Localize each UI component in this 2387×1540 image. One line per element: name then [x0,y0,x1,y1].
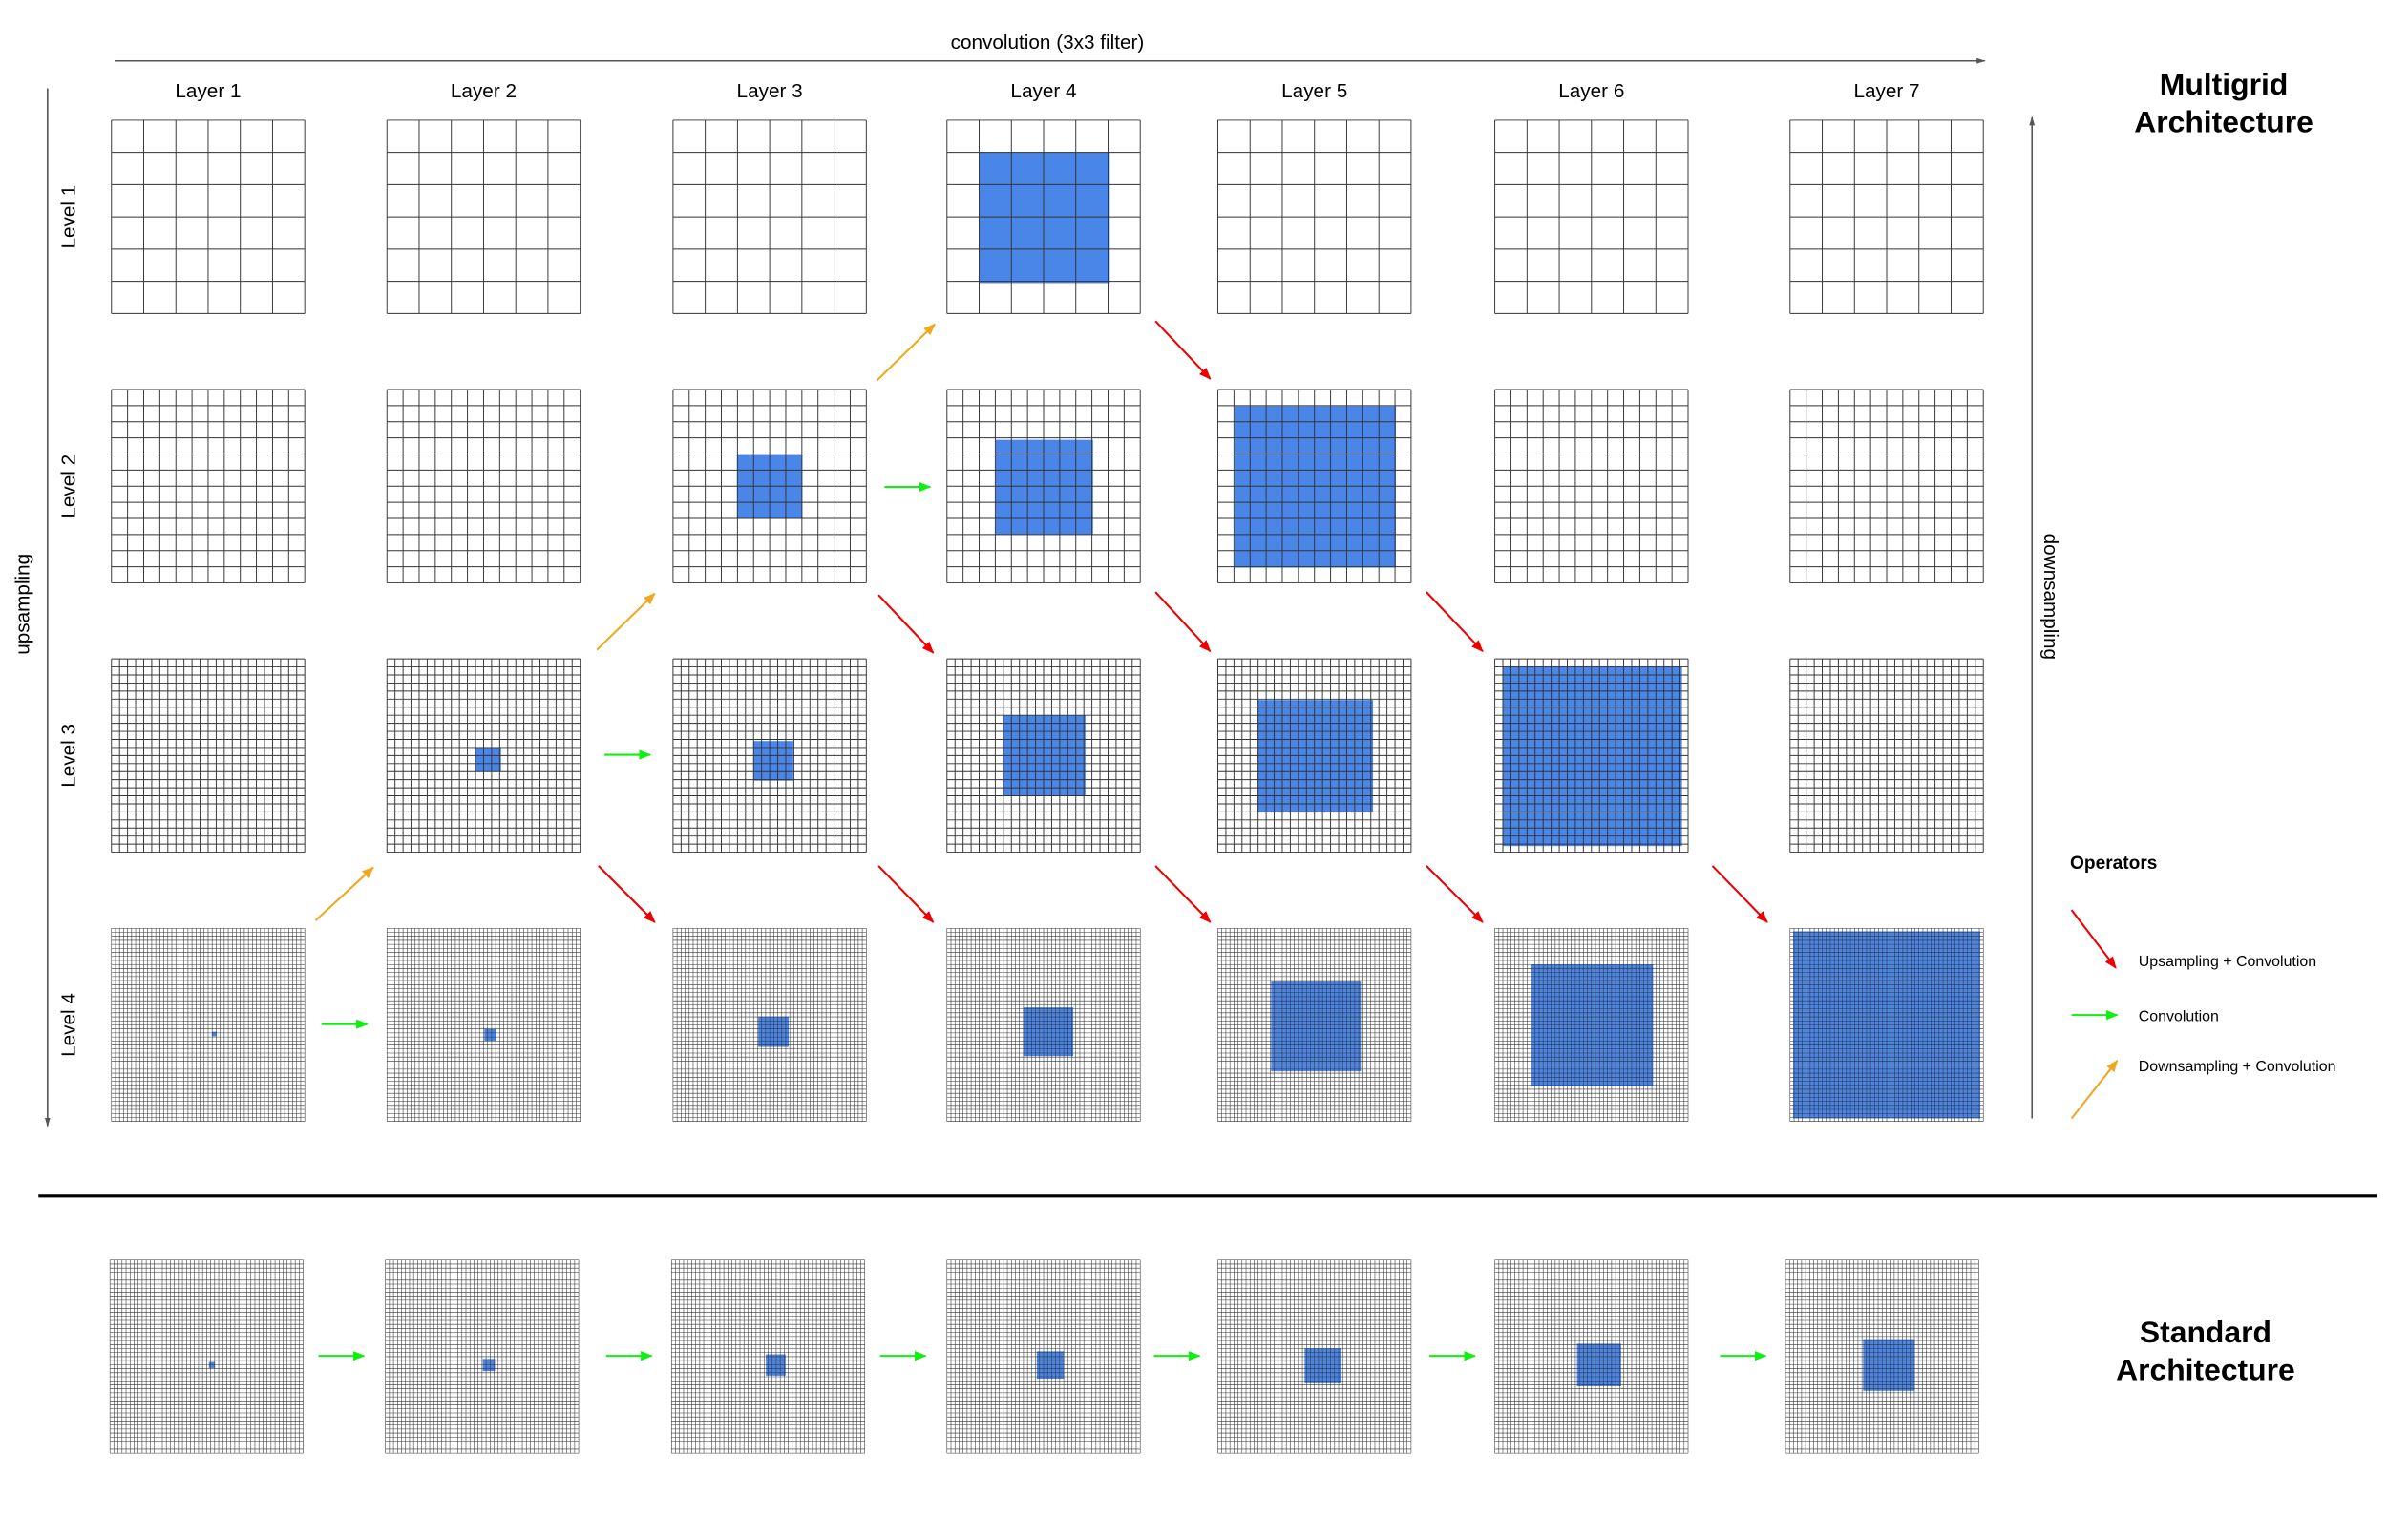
operator-arrow [877,865,935,923]
receptive-field [1257,700,1374,813]
legend-title: Operators [2070,854,2157,874]
legend-item: Upsampling + Convolution [2139,954,2316,970]
feature-grid [1217,389,1412,583]
feature-grid [946,389,1141,583]
receptive-field [211,1031,217,1037]
receptive-field [1576,1343,1621,1387]
feature-grid [111,658,306,854]
receptive-field [979,152,1110,284]
layer-label: Layer 4 [1010,80,1076,102]
layer-label: Layer 5 [1281,80,1347,102]
receptive-field [475,747,501,772]
feature-grid [386,658,581,854]
legend-item: Downsampling + Convolution [2139,1059,2336,1075]
operator-arrow [876,323,936,382]
feature-grid [111,389,306,583]
feature-grid [386,119,581,314]
operator-arrow [1154,865,1212,923]
receptive-field [1036,1351,1065,1380]
multigrid-title: Multigrid Architecture [2134,67,2313,139]
operator-arrow [1711,865,1768,923]
receptive-field [753,741,793,781]
feature-grid [1217,1259,1412,1454]
receptive-field [208,1361,216,1368]
title-line: Multigrid [2160,67,2289,101]
feature-grid [946,658,1141,854]
receptive-field [1531,964,1654,1087]
feature-grid [1494,658,1689,854]
operator-arrow [2070,1059,2119,1120]
title-line: Architecture [2134,105,2313,139]
operator-arrow [1154,591,1212,653]
feature-grid [385,1259,580,1454]
operator-arrow [314,866,374,922]
feature-grid [672,927,867,1122]
title-line: Architecture [2116,1353,2295,1387]
feature-grid [111,119,306,314]
receptive-field [1235,406,1396,568]
receptive-field [1863,1339,1915,1391]
feature-grid [1217,927,1412,1122]
feature-grid [1789,389,1984,583]
feature-grid [109,1259,304,1454]
feature-grid [1789,927,1984,1122]
feature-grid [1217,119,1412,314]
layer-label: Layer 1 [175,80,241,102]
feature-grid [672,658,867,854]
layer-label: Layer 3 [737,80,803,102]
layer-label: Layer 2 [451,80,517,102]
feature-grid [386,927,581,1122]
operator-arrow [1426,591,1484,653]
receptive-field [766,1354,786,1376]
feature-grid [1494,389,1689,583]
title-line: Standard [2140,1315,2271,1349]
operator-arrow [877,594,935,654]
receptive-field [1023,1007,1074,1057]
operator-arrow [598,865,656,923]
feature-grid [386,389,581,583]
level-label: Level 1 [58,185,80,249]
operator-arrow [1426,865,1484,923]
feature-grid [946,927,1141,1122]
feature-grid [672,119,867,314]
level-label: Level 2 [58,454,80,518]
feature-grid [111,927,306,1122]
operator-arrow [596,592,656,651]
feature-grid [1789,119,1984,314]
feature-grid [671,1259,866,1454]
feature-grid [946,1259,1141,1454]
receptive-field [1502,666,1682,847]
feature-grid [1494,119,1689,314]
operator-arrow [2070,909,2117,969]
layer-label: Layer 6 [1558,80,1624,102]
receptive-field [1304,1348,1341,1383]
standard-title: Standard Architecture [2116,1315,2295,1387]
top-axis-label: convolution (3x3 filter) [951,32,1145,53]
level-label: Level 3 [58,724,80,788]
feature-grid [946,119,1141,314]
legend-item: Convolution [2139,1008,2219,1024]
left-axis-label: upsampling [12,554,34,655]
feature-grid [672,389,867,583]
layer-label: Layer 7 [1853,80,1919,102]
feature-grid [1494,1259,1689,1454]
level-label: Level 4 [58,993,80,1057]
feature-grid [1217,658,1412,854]
feature-grid [1785,1259,1979,1454]
receptive-field [1271,981,1362,1072]
right-axis-label: downsampling [2039,534,2061,660]
feature-grid [1789,658,1984,854]
operator-arrow [1154,320,1212,380]
feature-grid [1494,927,1689,1122]
receptive-field [484,1028,497,1042]
